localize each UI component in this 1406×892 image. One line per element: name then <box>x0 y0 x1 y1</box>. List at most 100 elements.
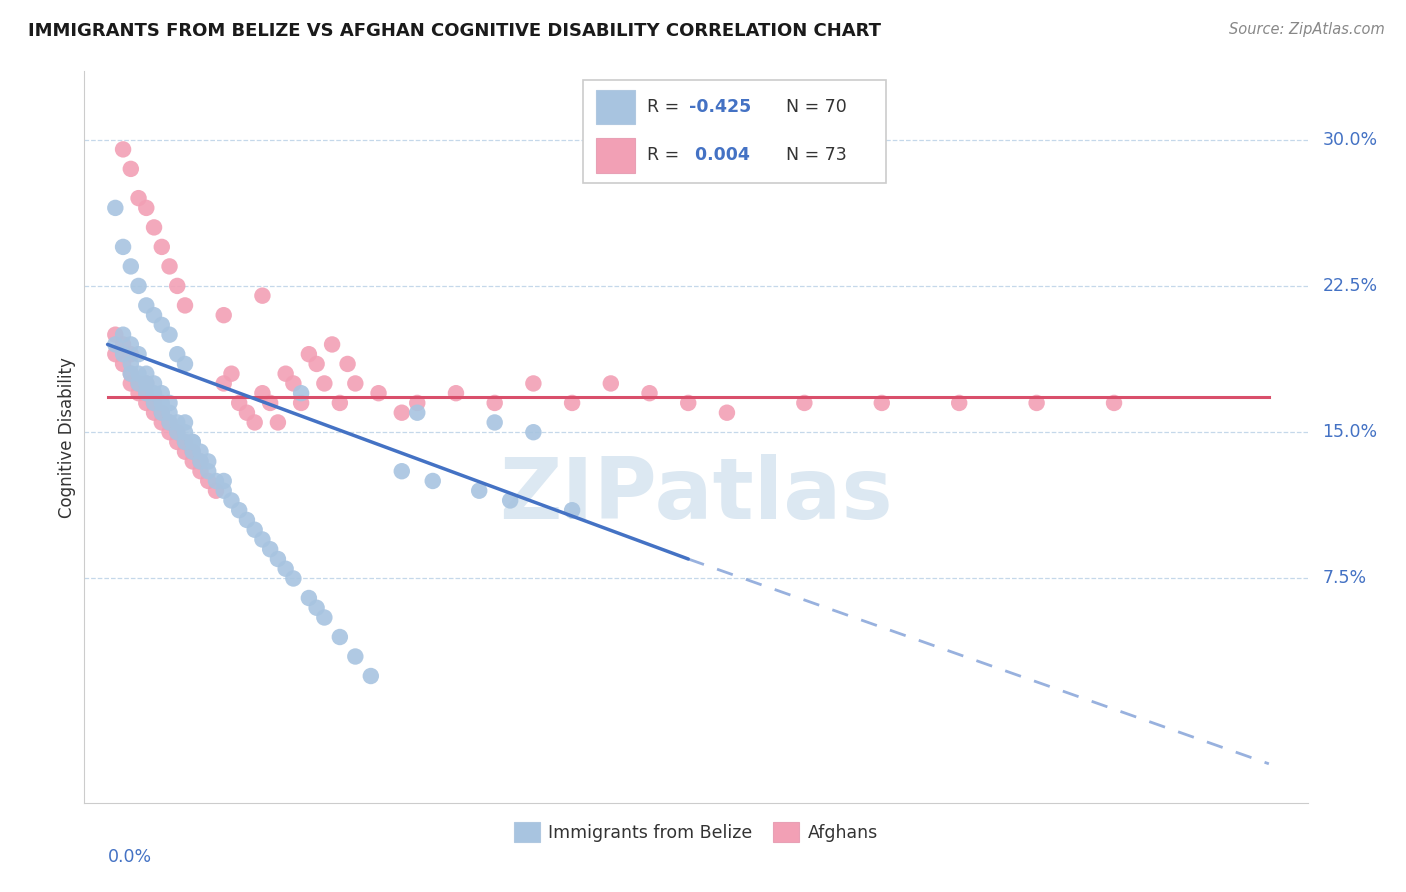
Point <box>484 416 506 430</box>
Point <box>104 347 127 361</box>
Point <box>159 406 181 420</box>
Point <box>120 367 142 381</box>
Point <box>561 503 583 517</box>
Point <box>344 376 367 391</box>
Point <box>522 425 544 440</box>
Text: 22.5%: 22.5% <box>1322 277 1378 295</box>
Point <box>174 444 197 458</box>
Point <box>298 591 321 605</box>
Point <box>166 416 188 430</box>
Text: R =: R = <box>647 146 685 164</box>
Point <box>314 610 336 624</box>
Point <box>444 386 467 401</box>
Point <box>212 308 235 322</box>
Point <box>143 386 166 401</box>
Point <box>305 357 328 371</box>
Point <box>150 396 173 410</box>
Point <box>484 396 506 410</box>
Point <box>143 396 166 410</box>
Point <box>290 396 312 410</box>
Point <box>135 386 157 401</box>
FancyBboxPatch shape <box>596 89 636 124</box>
Point <box>128 347 150 361</box>
Point <box>212 474 235 488</box>
Text: 15.0%: 15.0% <box>1322 423 1378 442</box>
FancyBboxPatch shape <box>583 80 886 183</box>
Point <box>128 191 150 205</box>
Point <box>221 367 243 381</box>
Point <box>360 669 382 683</box>
Point <box>143 220 166 235</box>
Point <box>174 434 197 449</box>
Point <box>283 572 305 586</box>
Point <box>329 396 352 410</box>
Point <box>143 396 166 410</box>
Point <box>205 483 228 498</box>
Point <box>274 367 297 381</box>
Point <box>159 260 181 274</box>
Point <box>290 386 312 401</box>
Point <box>166 279 188 293</box>
Point <box>112 357 135 371</box>
Point <box>716 406 738 420</box>
Point <box>259 542 281 557</box>
Point <box>104 337 127 351</box>
Point <box>676 396 699 410</box>
Point <box>1102 396 1125 410</box>
Point <box>112 337 135 351</box>
Point <box>112 240 135 254</box>
Point <box>391 464 413 478</box>
Point <box>468 483 491 498</box>
Point <box>166 425 188 440</box>
Point <box>143 376 166 391</box>
Point <box>128 279 150 293</box>
Point <box>793 396 815 410</box>
Point <box>159 416 181 430</box>
Point <box>135 396 157 410</box>
Point <box>406 396 429 410</box>
Text: N = 70: N = 70 <box>786 98 846 116</box>
Point <box>135 367 157 381</box>
Point <box>159 425 181 440</box>
FancyBboxPatch shape <box>596 137 636 173</box>
Point <box>298 347 321 361</box>
Point <box>212 376 235 391</box>
Point <box>870 396 893 410</box>
Point <box>181 434 204 449</box>
Point <box>120 367 142 381</box>
Point <box>150 416 173 430</box>
Point <box>638 386 661 401</box>
Point <box>259 396 281 410</box>
Point <box>159 396 181 410</box>
Point <box>367 386 389 401</box>
Text: IMMIGRANTS FROM BELIZE VS AFGHAN COGNITIVE DISABILITY CORRELATION CHART: IMMIGRANTS FROM BELIZE VS AFGHAN COGNITI… <box>28 22 882 40</box>
Point <box>150 318 173 332</box>
Point <box>221 493 243 508</box>
Point <box>174 425 197 440</box>
Point <box>228 396 250 410</box>
Point <box>120 347 142 361</box>
Point <box>181 454 204 468</box>
Point <box>329 630 352 644</box>
Point <box>181 434 204 449</box>
Text: R =: R = <box>647 98 685 116</box>
Point <box>212 483 235 498</box>
Point <box>252 288 274 302</box>
Point <box>190 464 212 478</box>
Point <box>120 376 142 391</box>
Point <box>135 201 157 215</box>
Point <box>181 444 204 458</box>
Point <box>1025 396 1047 410</box>
Point <box>314 376 336 391</box>
Point <box>104 201 127 215</box>
Point <box>197 474 219 488</box>
Point <box>135 386 157 401</box>
Point <box>252 386 274 401</box>
Point <box>128 386 150 401</box>
Point <box>267 416 290 430</box>
Point <box>166 425 188 440</box>
Point <box>406 406 429 420</box>
Point <box>120 161 142 176</box>
Text: ZIPatlas: ZIPatlas <box>499 454 893 537</box>
Point <box>120 357 142 371</box>
